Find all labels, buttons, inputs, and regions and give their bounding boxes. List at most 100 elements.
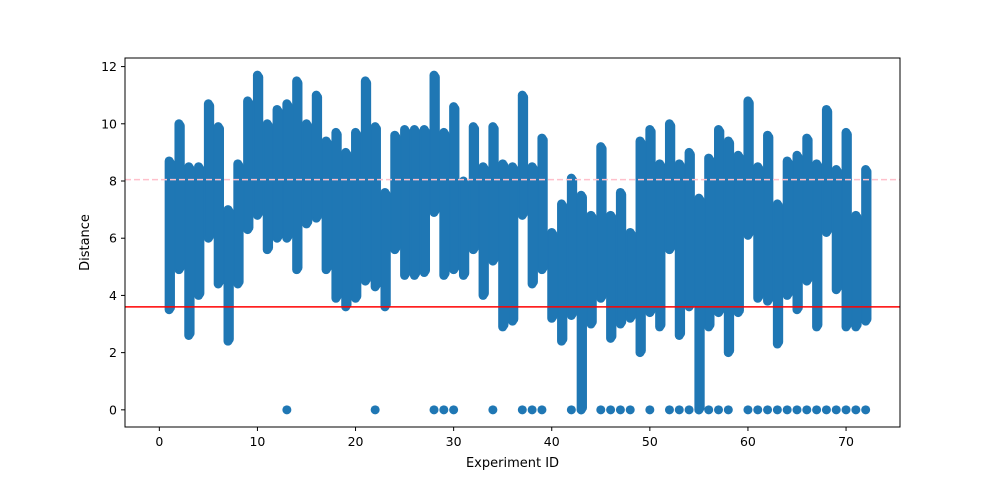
scatter-column [390, 130, 401, 255]
scatter-point [625, 405, 635, 415]
scatter-column [645, 125, 656, 318]
scatter-point [694, 405, 704, 415]
scatter-column [498, 159, 509, 332]
scatter-point [753, 405, 763, 415]
scatter-column [655, 159, 666, 332]
scatter-column [861, 165, 872, 326]
scatter-point [449, 405, 459, 415]
scatter-column [714, 125, 725, 318]
scatter-column [272, 104, 283, 243]
scatter-point [429, 405, 439, 415]
scatter-column [566, 173, 578, 320]
scatter-column [753, 162, 764, 303]
scatter-column [606, 210, 617, 343]
scatter-column [851, 210, 862, 332]
x-axis-label: Experiment ID [466, 456, 559, 471]
scatter-column [615, 187, 627, 329]
scatter-column [292, 76, 303, 275]
scatter-column [223, 205, 234, 346]
scatter-point [576, 405, 586, 415]
x-tick-label: 20 [348, 434, 364, 449]
scatter-point [792, 405, 802, 415]
scatter-point [517, 405, 527, 415]
scatter-column [341, 147, 352, 312]
x-tick-label: 30 [446, 434, 462, 449]
scatter-column [488, 122, 499, 266]
scatter-column [841, 127, 852, 332]
scatter-column [360, 76, 372, 286]
scatter-point [763, 405, 773, 415]
scatter-column [213, 122, 224, 289]
scatter-column [743, 96, 754, 240]
scatter-column [802, 133, 813, 286]
scatter-column [252, 70, 264, 220]
scatter-column [351, 127, 362, 303]
y-tick-label: 8 [109, 174, 117, 189]
y-tick-label: 6 [109, 231, 117, 246]
scatter-column [527, 162, 538, 289]
scatter-point [488, 405, 498, 415]
scatter-point [704, 405, 714, 415]
scatter-point [674, 405, 684, 415]
scatter-column [380, 187, 391, 312]
scatter-column [684, 147, 695, 312]
y-tick-label: 4 [109, 288, 117, 303]
scatter-column [635, 136, 646, 358]
scatter-column [478, 162, 489, 300]
scatter-column [282, 99, 293, 243]
scatter-column [468, 122, 480, 255]
scatter-column [792, 150, 803, 315]
scatter-point [802, 405, 812, 415]
plot-frame [124, 57, 901, 428]
scatter-column [782, 156, 793, 300]
scatter-point [812, 405, 822, 415]
scatter-column [517, 90, 529, 220]
scatter-column [400, 125, 411, 280]
scatter-column [439, 127, 450, 280]
scatter-column [243, 96, 254, 235]
scatter-point [439, 405, 449, 415]
x-tick-label: 60 [740, 434, 756, 449]
scatter-column [664, 119, 676, 255]
x-tick-label: 70 [838, 434, 854, 449]
scatter-column [596, 142, 607, 303]
scatter-point [831, 405, 841, 415]
scatter-point [841, 405, 851, 415]
scatter-column [321, 136, 332, 275]
scatter-column [449, 102, 460, 275]
scatter-column [331, 127, 342, 303]
scatter-column [370, 122, 381, 292]
scatter-column [409, 125, 421, 280]
scatter-point [684, 405, 694, 415]
scatter-column [772, 199, 784, 349]
scatter-column [537, 133, 548, 275]
scatter-point [714, 405, 724, 415]
scatter-point [782, 405, 792, 415]
scatter-column [184, 162, 195, 340]
scatter-point [566, 405, 576, 415]
y-tick-label: 2 [109, 345, 117, 360]
scatter-point [370, 405, 380, 415]
scatter-column [694, 193, 705, 415]
scatter-column [733, 150, 744, 318]
scatter-column [557, 199, 568, 346]
scatter-column [174, 119, 185, 275]
scatter-column [625, 227, 637, 323]
x-tick-label: 40 [544, 434, 560, 449]
scatter-column [262, 119, 274, 255]
scatter-column [458, 176, 470, 280]
scatter-point [861, 405, 871, 415]
scatter-column [763, 130, 774, 306]
x-axis: 0 10 20 30 40 50 60 70 [155, 427, 854, 449]
scatter-column [812, 159, 823, 332]
scatter-point [723, 405, 733, 415]
y-tick-label: 10 [101, 116, 117, 131]
scatter-column [429, 70, 440, 217]
scatter-point [596, 405, 606, 415]
scatter-point [606, 405, 616, 415]
scatter-column [301, 119, 313, 229]
y-axis: 0 2 4 6 8 10 12 [101, 59, 125, 417]
scatter-point [851, 405, 861, 415]
x-tick-label: 0 [155, 434, 163, 449]
